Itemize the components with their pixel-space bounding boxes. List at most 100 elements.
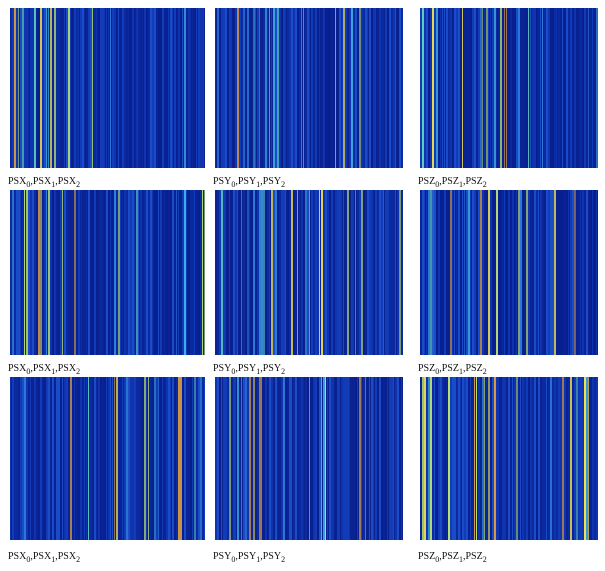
spectrogram-stripe <box>299 8 301 168</box>
spectrogram-stripe <box>12 190 14 355</box>
spectrogram-stripe <box>301 190 303 355</box>
spectrogram-stripe <box>20 377 22 540</box>
spectrogram-stripe <box>92 377 93 540</box>
spectrogram-stripe <box>162 377 163 540</box>
spectrogram-stripe <box>120 190 121 355</box>
spectrogram-stripe <box>46 377 48 540</box>
spectrogram-stripe <box>34 8 36 168</box>
spectrogram-stripe <box>58 377 60 540</box>
spectrogram-stripe <box>540 190 542 355</box>
spectrogram-stripe <box>42 377 43 540</box>
spectrogram-stripe <box>267 377 268 540</box>
spectrogram-stripe <box>442 190 443 355</box>
spectrogram-stripe <box>72 8 73 168</box>
spectrogram-stripe <box>64 190 66 355</box>
spectrogram-stripe <box>516 8 518 168</box>
spectrogram-stripe <box>251 190 253 355</box>
spectrogram-stripe <box>524 190 526 355</box>
term-name: PSZ <box>441 363 459 374</box>
spectrogram-stripe <box>291 377 292 540</box>
spectrogram-stripe <box>576 190 578 355</box>
spectrogram-stripe <box>532 190 534 355</box>
spectrogram-stripe <box>377 377 379 540</box>
spectrogram-stripe <box>516 377 518 540</box>
spectrogram-stripe <box>438 8 440 168</box>
separator: , <box>260 363 263 374</box>
spectrogram-stripe <box>86 377 87 540</box>
term-subscript: 2 <box>281 367 286 376</box>
spectrogram-stripe <box>295 377 297 540</box>
spectrogram-stripe <box>170 190 172 355</box>
spectrogram-stripe <box>293 190 295 355</box>
spectrogram-image <box>420 190 598 355</box>
spectrogram-stripe <box>490 190 492 355</box>
spectrogram-stripe <box>186 377 188 540</box>
separator: , <box>439 363 442 374</box>
spectrogram-stripe <box>104 377 106 540</box>
spectrogram-stripe <box>440 190 441 355</box>
spectrogram-stripe <box>184 190 186 355</box>
spectrogram-stripe <box>442 377 444 540</box>
spectrogram-stripe <box>424 190 425 355</box>
spectrogram-stripe <box>592 377 594 540</box>
term-subscript: 0 <box>26 367 31 376</box>
spectrogram-stripe <box>552 377 554 540</box>
spectrogram-stripe <box>325 190 327 355</box>
spectrogram-stripe <box>172 8 173 168</box>
spectrogram-stripe <box>245 377 247 540</box>
spectrogram-stripe <box>341 190 342 355</box>
spectrogram-stripe <box>172 190 174 355</box>
spectrogram-stripe <box>56 8 58 168</box>
spectrogram-stripe <box>148 190 150 355</box>
spectrogram-stripe <box>70 8 71 168</box>
spectrogram-stripe <box>492 8 494 168</box>
spectrogram-stripe <box>86 190 87 355</box>
spectrogram-stripe <box>502 377 504 540</box>
spectrogram-stripe <box>18 8 19 168</box>
caption: PSX0,PSX1,PSX2 <box>8 551 80 564</box>
spectrogram-stripe <box>281 190 283 355</box>
spectrogram-stripe <box>34 190 36 355</box>
spectrogram-stripe <box>468 377 469 540</box>
spectrogram-stripe <box>204 8 205 168</box>
spectrogram-image <box>215 377 403 540</box>
spectrogram-stripe <box>78 8 79 168</box>
spectrogram-image <box>420 8 598 168</box>
spectrogram-stripe <box>303 377 304 540</box>
spectrogram-stripe <box>385 190 387 355</box>
term-subscript: 0 <box>231 555 236 564</box>
spectrogram-stripe <box>52 8 54 168</box>
spectrogram-stripe <box>474 8 476 168</box>
spectrogram-stripe <box>367 8 368 168</box>
spectrogram-stripe <box>582 190 584 355</box>
term-subscript: 2 <box>76 555 81 564</box>
spectrogram-stripe <box>46 8 47 168</box>
spectrogram-stripe <box>448 190 450 355</box>
spectrogram-stripe <box>98 377 100 540</box>
spectrogram-stripe <box>239 8 241 168</box>
spectrogram-stripe <box>460 377 461 540</box>
spectrogram-stripe <box>62 8 64 168</box>
spectrogram-stripe <box>309 8 310 168</box>
spectrogram-stripe <box>337 377 339 540</box>
spectrogram-stripe <box>285 377 287 540</box>
spectrogram-stripe <box>279 377 280 540</box>
spectrogram-stripe <box>18 190 20 355</box>
spectrogram-stripe <box>249 190 250 355</box>
term-name: PSX <box>57 363 77 374</box>
spectrogram-stripe <box>472 8 474 168</box>
spectrogram-stripe <box>494 377 496 540</box>
spectrogram-stripe <box>484 8 486 168</box>
spectrogram-stripe <box>42 8 44 168</box>
spectrogram-stripe <box>514 377 516 540</box>
spectrogram-stripe <box>76 8 78 168</box>
term-name: PSY <box>213 363 232 374</box>
spectrogram-stripe <box>18 377 20 540</box>
spectrogram-stripe <box>259 8 260 168</box>
spectrogram-stripe <box>122 377 123 540</box>
term-subscript: 1 <box>458 555 463 564</box>
spectrogram-stripe <box>325 377 326 540</box>
spectrogram-stripe <box>458 8 460 168</box>
spectrogram-stripe <box>219 8 220 168</box>
term-subscript: 0 <box>26 555 31 564</box>
